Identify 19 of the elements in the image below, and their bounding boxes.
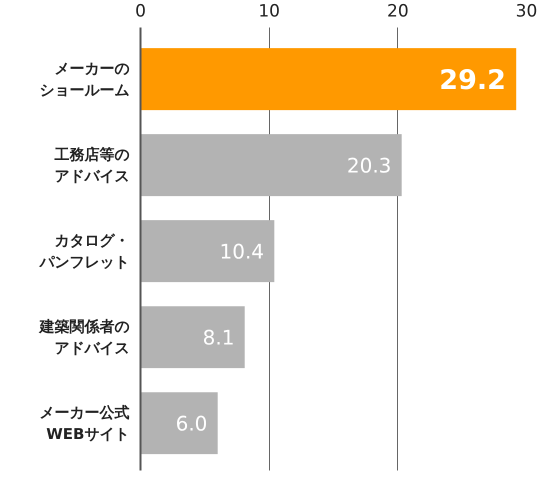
x-tick-label: 20 — [387, 2, 409, 22]
bar — [140, 48, 516, 110]
y-tick-label: カタログ・パンフレット — [38, 231, 130, 271]
data-label: 8.1 — [202, 326, 234, 350]
y-tick-label: メーカーのショールーム — [40, 59, 130, 99]
data-label: 29.2 — [439, 65, 506, 96]
bar — [140, 134, 402, 196]
y-tick-label: 建築関係者のアドバイス — [38, 317, 130, 357]
data-label: 20.3 — [346, 154, 392, 178]
y-tick-label: 工務店等のアドバイス — [54, 145, 130, 185]
bar — [140, 220, 274, 282]
data-label: 10.4 — [219, 240, 264, 264]
bar — [140, 306, 245, 368]
y-tick-label: メーカー公式WEBサイト — [40, 403, 130, 443]
x-tick-label: 10 — [258, 2, 280, 22]
bar — [140, 392, 218, 454]
x-tick-label: 30 — [516, 2, 538, 22]
x-tick-label: 0 — [135, 2, 146, 22]
data-label: 6.0 — [176, 412, 208, 436]
